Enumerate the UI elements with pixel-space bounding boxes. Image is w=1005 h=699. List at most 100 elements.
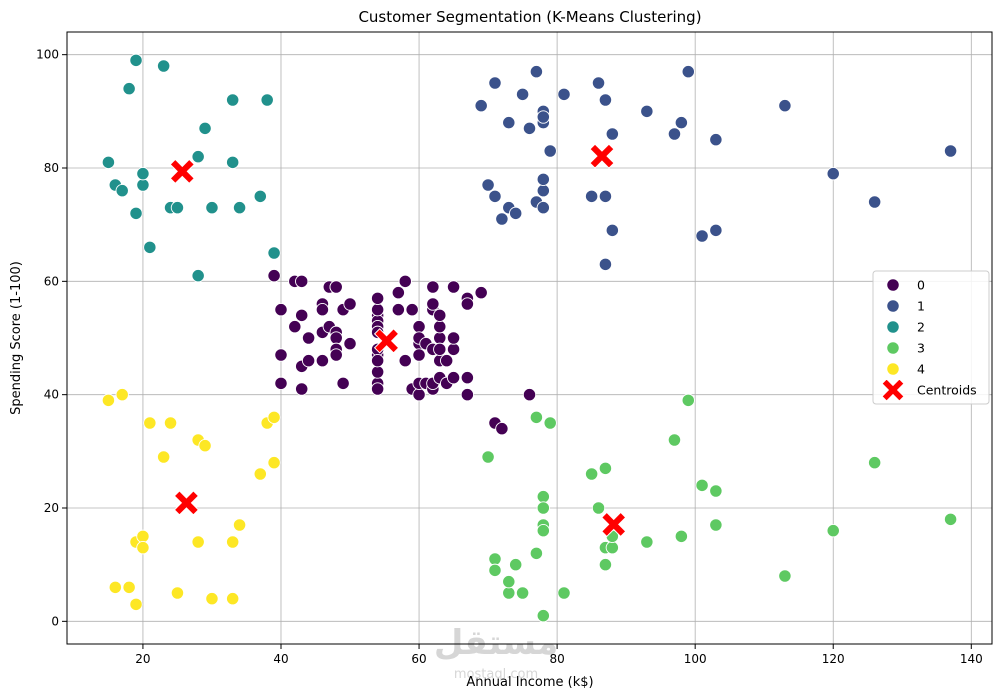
cluster-3-point [681,393,695,407]
cluster-3-point [529,546,544,560]
cluster-0-point [267,269,281,283]
cluster-0-point [433,342,447,356]
cluster-0-point [315,303,330,317]
cluster-0-point [474,286,488,300]
cluster-1-point [509,206,523,220]
cluster-4-point [205,592,219,606]
cluster-0-point [412,348,426,362]
cluster-3-point [598,558,613,572]
cluster-0-point [405,303,419,317]
legend-marker-0 [886,278,900,292]
cluster-1-point [488,189,502,203]
y-tick-label: 40 [44,388,59,402]
cluster-0-point [274,303,288,317]
centroid-marker [589,143,615,169]
cluster-3-point [515,586,530,600]
cluster-3-point [557,586,571,600]
cluster-1-point [695,229,709,243]
cluster-4-point [129,597,143,611]
cluster-0-point [460,371,475,385]
watermark-logo: مستقل [434,623,558,663]
cluster-0-point [295,308,309,322]
cluster-0-point [426,297,440,311]
legend-marker-4 [886,362,900,376]
cluster-3-point [709,518,723,532]
cluster-2-point [143,240,157,254]
cluster-0-point [446,280,461,294]
cluster-1-point [536,201,550,215]
cluster-4-point [226,592,240,606]
cluster-3-point [826,524,840,538]
cluster-3-point [867,456,882,470]
y-axis-label: Spending Score (1-100) [9,261,24,415]
cluster-1-point [605,223,619,237]
cluster-2-point [253,189,267,203]
cluster-4-point [122,580,136,594]
legend-marker-centroids [881,378,905,402]
x-tick-label: 120 [822,652,845,666]
cluster-2-point [136,167,150,181]
cluster-3-point [536,490,550,504]
legend-label: 3 [917,341,925,356]
cluster-1-point [536,172,550,186]
cluster-3-point [502,575,516,589]
cluster-4-point [191,535,205,549]
cluster-2-point [267,246,281,260]
x-axis-label: Annual Income (k$) [466,675,593,690]
cluster-4-point [108,580,122,594]
cluster-2-point [226,93,240,107]
legend-label: 2 [917,320,925,335]
cluster-0-point [336,376,350,390]
cluster-0-point [295,382,309,396]
cluster-1-point [536,184,550,198]
watermark: مستقل mostaql.com [434,623,558,682]
cluster-1-point [536,110,550,124]
cluster-0-point [274,376,288,390]
cluster-1-point [502,116,516,130]
cluster-0-point [301,331,316,345]
cluster-0-point [460,297,475,311]
cluster-1-point [522,121,537,135]
legend-label: Centroids [917,383,977,398]
cluster-0-point [370,303,385,317]
cluster-2-point [226,155,240,169]
cluster-1-point [709,133,723,147]
cluster-1-point [543,144,557,158]
cluster-4-point [232,518,247,532]
cluster-1-point [778,99,792,113]
x-axis-ticks: 20 40 60 80 100 120 140 [135,644,983,666]
cluster-0-point [412,320,426,334]
data-points [101,53,958,623]
legend-label: 0 [917,278,925,293]
cluster-3-point [778,569,792,583]
cluster-3-point [543,416,557,430]
legend-marker-1 [886,299,900,313]
cluster-0-point [343,337,357,351]
watermark-url: mostaql.com [454,667,538,682]
centroid-marker [173,490,200,516]
cluster-1-point [584,189,599,203]
centroid-marker [169,158,195,185]
legend-marker-2 [886,320,900,334]
cluster-1-point [495,212,509,226]
cluster-4-point [198,439,212,453]
cluster-2-point [129,206,143,220]
y-tick-label: 100 [36,48,59,62]
cluster-4-point [136,529,150,543]
cluster-1-point [709,223,723,237]
cluster-4-point [170,586,185,600]
cluster-3-point [943,512,958,526]
cluster-4-point [267,410,281,424]
cluster-0-point [495,422,509,436]
centroids [169,143,627,538]
cluster-0-point [398,274,412,288]
cluster-1-point [598,93,613,107]
y-tick-label: 20 [44,501,59,515]
x-tick-label: 80 [549,652,564,666]
x-tick-label: 100 [684,652,707,666]
cluster-1-point [488,76,502,90]
legend-label: 4 [917,362,925,377]
cluster-0-point [433,308,447,322]
cluster-0-point [370,354,385,368]
cluster-3-point [591,501,606,515]
